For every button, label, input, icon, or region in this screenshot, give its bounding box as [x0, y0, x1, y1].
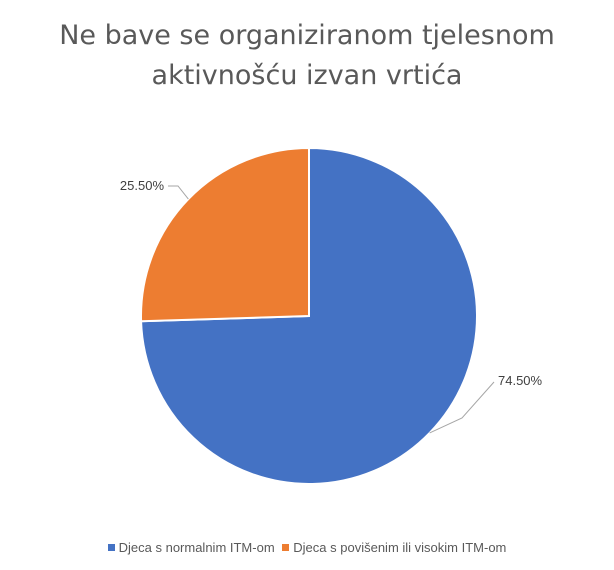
legend-swatch-elevated: [282, 544, 290, 552]
data-label-0: 74.50%: [498, 373, 543, 388]
chart-title-line-1: Ne bave se organiziranom tjelesnom: [59, 20, 555, 51]
legend-swatch-normal: [107, 544, 115, 552]
data-label-1: 25.50%: [120, 178, 165, 193]
chart-legend: Djeca s normalnim ITM-om Djeca s povišen…: [0, 540, 614, 555]
legend-item-normal: Djeca s normalnim ITM-om: [107, 540, 275, 555]
chart-title-line-2: aktivnošću izvan vrtića: [151, 60, 463, 91]
chart-title: Ne bave se organiziranom tjelesnom aktiv…: [0, 16, 614, 96]
legend-label-elevated: Djeca s povišenim ili visokim ITM-om: [293, 540, 507, 555]
pie-slice-0: [140, 146, 478, 485]
leader-line-1: [168, 185, 189, 200]
legend-label-normal: Djeca s normalnim ITM-om: [118, 540, 275, 555]
pie-slice-1: [140, 146, 310, 323]
legend-item-elevated: Djeca s povišenim ili visokim ITM-om: [282, 540, 506, 555]
leader-line-0: [429, 381, 495, 434]
